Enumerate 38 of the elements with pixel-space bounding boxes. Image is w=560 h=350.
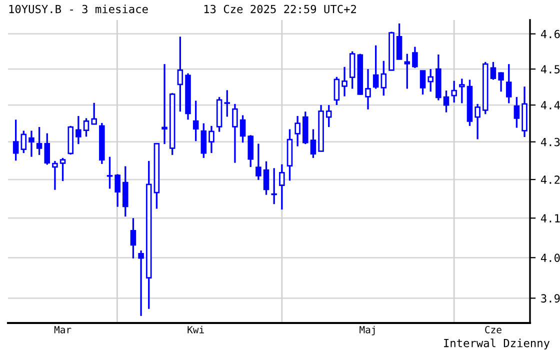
- chart-subtitle: 13 Cze 2025 22:59 UTC+2: [204, 4, 356, 14]
- x-tick-label: Maj: [360, 326, 375, 336]
- chart-title: 10YUSY.B - 3 miesiace: [9, 4, 148, 14]
- candlestick: [342, 66, 348, 98]
- candlestick: [106, 156, 113, 190]
- x-tick-label: Mar: [54, 326, 72, 334]
- candlestick: [122, 165, 128, 218]
- candlestick: [271, 167, 277, 205]
- y-tick-label: 4.0: [540, 254, 560, 262]
- y-tick-label: 4.1: [540, 214, 560, 222]
- candlestick: [192, 100, 199, 142]
- candlestick: [232, 103, 238, 164]
- candlestick: [28, 130, 34, 158]
- candlestick: [146, 160, 152, 310]
- x-tick-label: Cze: [485, 326, 502, 334]
- candlestick: [365, 68, 371, 110]
- candlestick: [474, 103, 480, 140]
- candlestick: [76, 115, 82, 145]
- x-tick-label: Kwi: [188, 326, 204, 334]
- y-tick-label: 3.9: [541, 294, 560, 303]
- candlestick: [138, 250, 144, 317]
- candlestick: [208, 125, 214, 154]
- y-tick-label: 4.6: [540, 30, 560, 38]
- y-tick-label: 4.2: [540, 176, 560, 184]
- candlestick: [177, 36, 184, 112]
- candlestick: [514, 96, 520, 129]
- candlestick: [256, 142, 262, 181]
- candlestick: [436, 54, 442, 102]
- candlestick: [522, 86, 528, 138]
- y-tick-label: 4.4: [540, 101, 560, 110]
- text: Interwal Dzienny: [444, 338, 550, 350]
- y-tick-label: 4.3: [540, 138, 560, 146]
- candlestick: [130, 217, 136, 260]
- y-tick-label: 4.5: [540, 65, 560, 74]
- candlestick: [224, 89, 230, 118]
- candlestick: [162, 63, 168, 145]
- candlestick: [294, 115, 300, 148]
- candlestick: [286, 128, 293, 182]
